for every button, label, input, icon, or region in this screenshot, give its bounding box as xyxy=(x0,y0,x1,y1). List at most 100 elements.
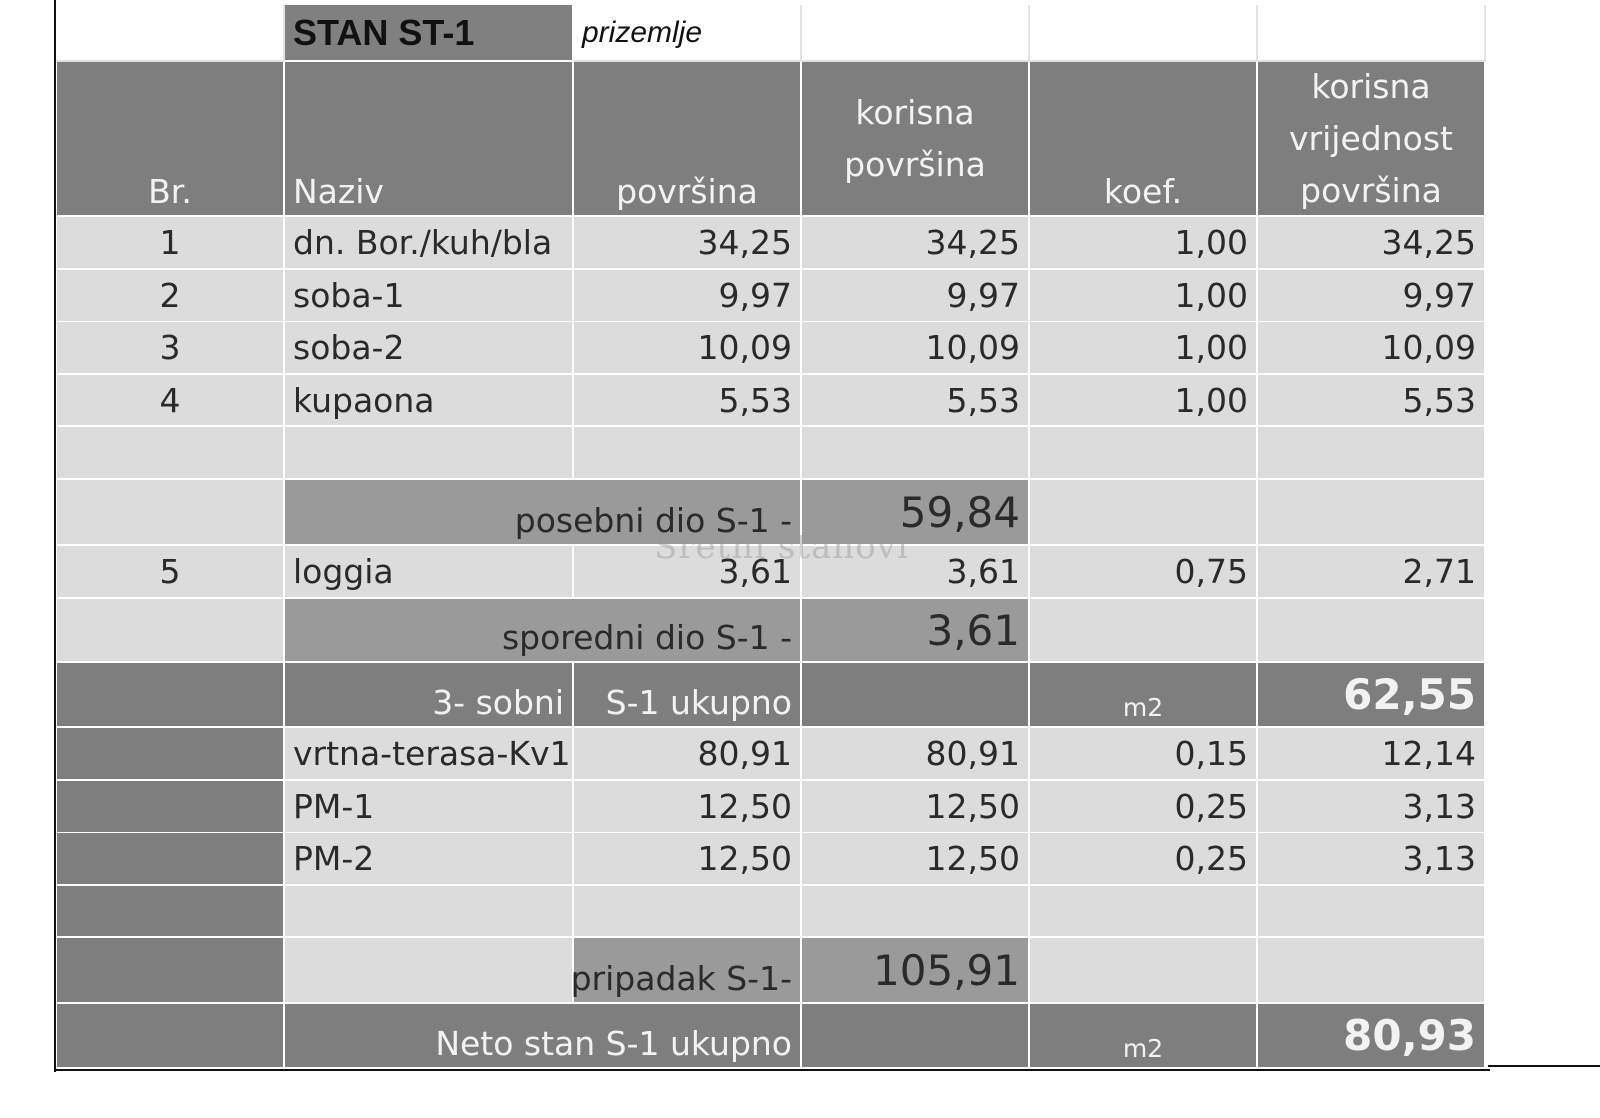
row-br: 3 xyxy=(159,328,181,367)
row-naziv-cell: dn. Bor./kuh/bla xyxy=(285,217,574,270)
dark-cell xyxy=(57,886,285,938)
neto-unit-cell: m2 xyxy=(1030,1004,1258,1069)
row-koef-cell: 1,00 xyxy=(1030,270,1258,323)
extra-row-koef-cell: 0,25 xyxy=(1030,781,1258,834)
header-korisna-vrijednost: korisna vrijednost površina xyxy=(1258,62,1486,217)
empty-cell xyxy=(1030,886,1258,938)
posebni-value-cell: 59,84 xyxy=(802,480,1030,546)
empty-cell xyxy=(574,886,802,938)
extra-row-vrijednost-cell: 12,14 xyxy=(1258,728,1486,781)
row-povrsina: 34,25 xyxy=(697,223,792,262)
extra-row-naziv: PM-1 xyxy=(293,787,375,826)
row-koef: 1,00 xyxy=(1174,380,1248,420)
extra-row-vrijednost: 3,13 xyxy=(1402,787,1476,826)
blank-cell xyxy=(1258,5,1486,62)
header-br: Br. xyxy=(57,62,285,217)
empty-cell xyxy=(285,938,574,1004)
extra-row-dark-cell xyxy=(57,728,285,781)
row-korisna: 9,97 xyxy=(946,276,1020,315)
extra-row-dark-cell xyxy=(57,781,285,834)
empty-cell xyxy=(1030,480,1258,546)
sporedni-value: 3,61 xyxy=(926,605,1020,655)
row-naziv-cell: soba-1 xyxy=(285,270,574,323)
loggia-povrsina-text: 3,61 xyxy=(718,552,792,591)
neto-value-cell: 80,93 xyxy=(1258,1004,1486,1069)
ukupno-label-cell: S-1 ukupno xyxy=(574,663,802,728)
loggia-vrijednost-text: 2,71 xyxy=(1402,552,1476,591)
row-br: 2 xyxy=(159,276,181,315)
extra-row-vrijednost: 12,14 xyxy=(1381,734,1476,773)
table-frame-left xyxy=(54,0,56,1072)
row-koef: 1,00 xyxy=(1174,328,1248,367)
empty-cell xyxy=(1258,938,1486,1004)
row-naziv: dn. Bor./kuh/bla xyxy=(293,223,553,262)
extra-row-naziv: vrtna-terasa-Kv1 xyxy=(293,734,571,773)
empty-cell xyxy=(1030,938,1258,1004)
row-br-cell: 2 xyxy=(57,270,285,323)
pripadak-value: 105,91 xyxy=(873,945,1020,995)
header-vrijednost-line1: korisna xyxy=(1311,66,1431,106)
extra-row-koef: 0,15 xyxy=(1174,734,1248,773)
extra-row-povrsina-cell: 12,50 xyxy=(574,781,802,834)
empty-cell xyxy=(1258,599,1486,663)
extra-row-naziv-cell: PM-1 xyxy=(285,781,574,834)
posebni-label: posebni dio S-1 - xyxy=(514,501,792,540)
empty-cell xyxy=(1258,427,1486,480)
extra-row-vrijednost-cell: 3,13 xyxy=(1258,833,1486,886)
row-naziv: soba-2 xyxy=(293,328,405,367)
loggia-korisna: 3,61 xyxy=(802,546,1030,599)
header-korisna-line2: površina xyxy=(844,144,986,184)
row-br-cell: 3 xyxy=(57,322,285,375)
header-povrsina: površina xyxy=(574,62,802,217)
loggia-br-text: 5 xyxy=(159,552,181,591)
row-koef-cell: 1,00 xyxy=(1030,217,1258,270)
sporedni-value-cell: 3,61 xyxy=(802,599,1030,663)
empty-cell xyxy=(285,427,574,480)
room-type: 3- sobni xyxy=(432,683,564,722)
row-povrsina-cell: 34,25 xyxy=(574,217,802,270)
extra-row-korisna-cell: 80,91 xyxy=(802,728,1030,781)
posebni-value: 59,84 xyxy=(899,487,1020,537)
extra-row-korisna: 12,50 xyxy=(925,787,1020,826)
floor-cell: prizemlje xyxy=(574,5,802,62)
dark-cell xyxy=(57,1004,285,1069)
empty-cell xyxy=(802,886,1030,938)
loggia-koef: 0,75 xyxy=(1030,546,1258,599)
row-br-cell: 1 xyxy=(57,217,285,270)
row-vrijednost-cell: 5,53 xyxy=(1258,375,1486,427)
row-vrijednost-cell: 10,09 xyxy=(1258,322,1486,375)
loggia-br: 5 xyxy=(57,546,285,599)
extra-row-povrsina-cell: 12,50 xyxy=(574,833,802,886)
neto-label-cell: Neto stan S-1 ukupno xyxy=(285,1004,802,1069)
ukupno-value: 62,55 xyxy=(1343,670,1476,719)
dark-cell xyxy=(802,1004,1030,1069)
empty-cell xyxy=(57,480,285,546)
neto-value: 80,93 xyxy=(1343,1011,1476,1060)
extra-row-naziv-cell: vrtna-terasa-Kv1 xyxy=(285,728,574,781)
row-br: 4 xyxy=(159,380,181,420)
row-naziv: soba-1 xyxy=(293,276,405,315)
neto-unit: m2 xyxy=(1122,1034,1164,1063)
header-vrijednost-line2: vrijednost xyxy=(1289,118,1453,158)
blank-cell xyxy=(1030,5,1258,62)
header-br-text: Br. xyxy=(148,172,192,211)
extra-row-povrsina: 12,50 xyxy=(697,839,792,878)
row-naziv: kupaona xyxy=(293,380,435,420)
empty-cell xyxy=(1030,599,1258,663)
extra-row-naziv: PM-2 xyxy=(293,839,375,878)
blank-cell xyxy=(802,5,1030,62)
row-povrsina-cell: 9,97 xyxy=(574,270,802,323)
sporedni-label: sporedni dio S-1 - xyxy=(501,618,792,657)
row-povrsina: 9,97 xyxy=(718,276,792,315)
row-korisna: 5,53 xyxy=(946,380,1020,420)
row-vrijednost: 5,53 xyxy=(1402,380,1476,420)
ukupno-unit: m2 xyxy=(1122,693,1164,722)
table-frame-bottom xyxy=(54,1069,1490,1071)
empty-cell xyxy=(285,886,574,938)
row-koef-cell: 1,00 xyxy=(1030,375,1258,427)
extra-row-koef-cell: 0,15 xyxy=(1030,728,1258,781)
blank-cell xyxy=(57,5,285,62)
extra-row-povrsina: 12,50 xyxy=(697,787,792,826)
empty-cell xyxy=(574,427,802,480)
pripadak-label-cell: pripadak S-1- xyxy=(571,938,802,1004)
